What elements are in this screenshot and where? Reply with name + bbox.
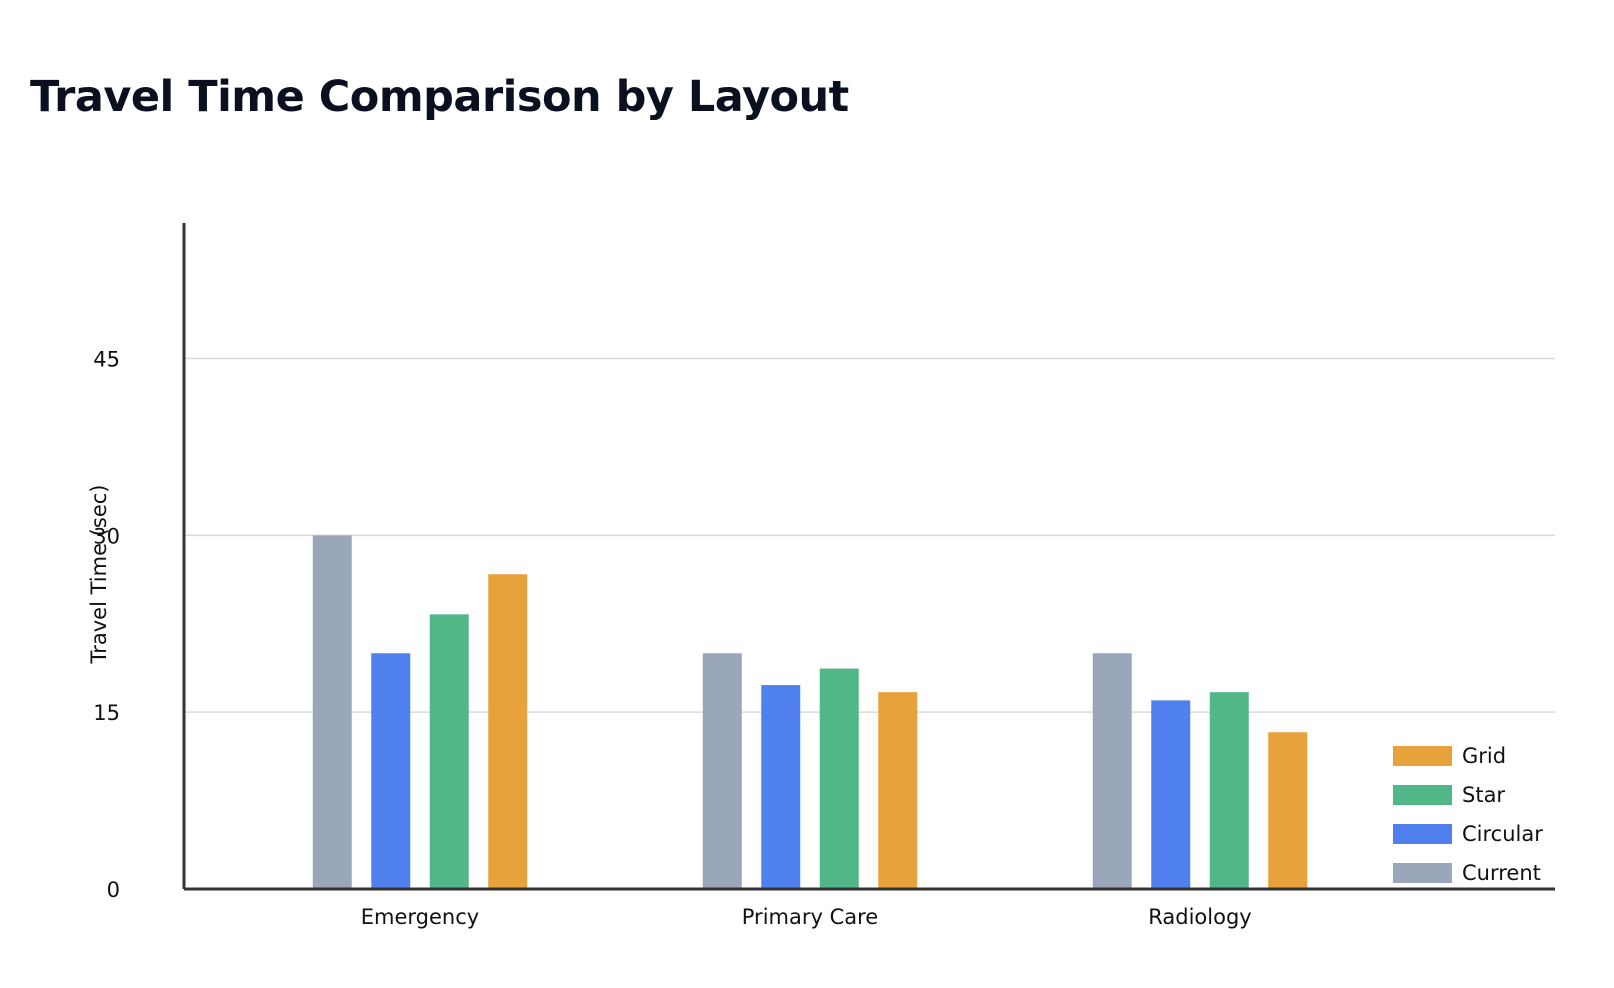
bar-current-radiology <box>1092 653 1132 889</box>
x-category-label: Radiology <box>1148 905 1251 929</box>
axes-layer <box>182 223 1555 891</box>
bars-layer <box>312 535 1308 889</box>
legend-label-circular: Circular <box>1462 822 1543 846</box>
legend-label-current: Current <box>1462 861 1541 885</box>
bar-grid-primary-care <box>878 692 918 889</box>
legend-swatch-current <box>1393 863 1452 883</box>
bar-current-emergency <box>312 535 352 889</box>
chart-title: Travel Time Comparison by Layout <box>30 72 849 122</box>
x-category-label: Emergency <box>361 905 479 929</box>
bar-star-primary-care <box>819 668 859 889</box>
y-tick-label: 45 <box>93 348 120 372</box>
bar-circular-emergency <box>371 653 411 889</box>
y-tick-label: 0 <box>107 878 120 902</box>
bar-star-radiology <box>1209 692 1249 889</box>
legend-swatch-grid <box>1393 746 1452 766</box>
y-axis-label: Travel Time (sec) <box>87 485 111 665</box>
legend-swatch-circular <box>1393 824 1452 844</box>
legend-swatch-star <box>1393 785 1452 805</box>
bar-grid-emergency <box>488 574 528 889</box>
bar-current-primary-care <box>702 653 742 889</box>
bar-grid-radiology <box>1268 732 1308 889</box>
bar-star-emergency <box>429 614 469 889</box>
y-tick-label: 30 <box>93 524 120 548</box>
y-tick-labels: 0 15 30 45 <box>93 348 120 902</box>
legend-label-star: Star <box>1462 783 1505 807</box>
grid-layer <box>184 357 1555 713</box>
x-category-label: Primary Care <box>742 905 878 929</box>
legend-label-grid: Grid <box>1462 744 1506 768</box>
bar-circular-primary-care <box>761 685 801 889</box>
x-category-labels: Emergency Primary Care Radiology <box>361 905 1252 929</box>
bar-circular-radiology <box>1151 700 1191 889</box>
y-tick-label: 15 <box>93 701 120 725</box>
legend: Grid Star Circular Current <box>1393 744 1543 885</box>
